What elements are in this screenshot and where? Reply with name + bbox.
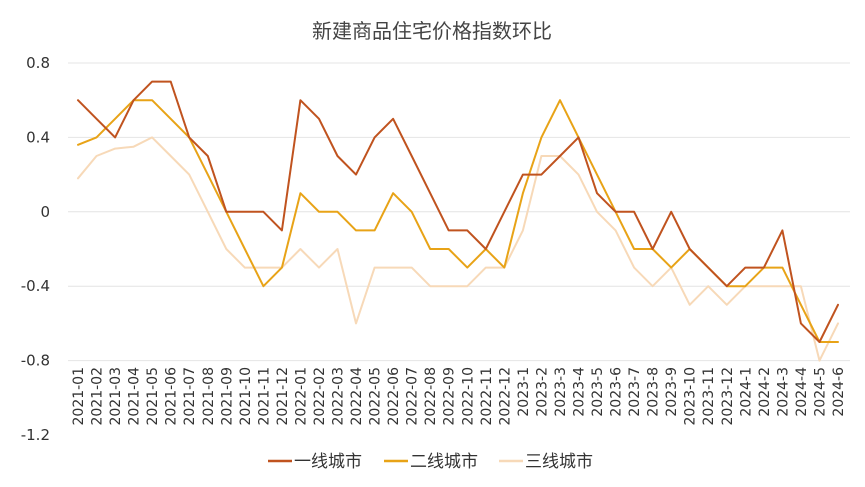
x-tick-label: 2022-06 <box>386 367 402 426</box>
x-tick-label: 2022-10 <box>460 367 476 426</box>
x-tick-label: 2023-11 <box>701 367 717 426</box>
y-tick-label: 0 <box>40 203 50 221</box>
x-tick-label: 2023-8 <box>646 367 662 417</box>
x-tick-label: 2024-6 <box>831 367 847 417</box>
x-tick-label: 2023-7 <box>627 367 643 417</box>
x-tick-label: 2023-10 <box>683 367 699 426</box>
x-axis: 2021-01 2021-02 2021-03 2021-04 2021-05 2021-… <box>71 367 847 426</box>
y-tick-label: 0.8 <box>26 54 50 72</box>
x-tick-label: 2024-4 <box>794 367 810 417</box>
chart-title: 新建商品住宅价格指数环比 <box>312 19 552 43</box>
legend-label: 二线城市 <box>410 452 478 472</box>
x-tick-label: 2021-09 <box>219 367 235 426</box>
x-tick-label: 2023-5 <box>590 367 606 417</box>
x-tick-label: 2022-07 <box>405 367 421 426</box>
series-line-3 <box>77 136 839 362</box>
x-tick-label: 2022-02 <box>312 367 328 426</box>
series-lines <box>77 80 839 362</box>
series-line-2 <box>77 99 839 343</box>
x-tick-label: 2023-12 <box>720 367 736 426</box>
series-line-1 <box>77 80 839 343</box>
x-tick-label: 2021-12 <box>275 367 291 426</box>
x-tick-label: 2021-04 <box>127 367 143 426</box>
x-tick-label: 2022-03 <box>331 367 347 426</box>
x-tick-label: 2021-10 <box>238 367 254 426</box>
legend-label: 一线城市 <box>294 452 362 472</box>
x-tick-label: 2023-4 <box>571 367 587 417</box>
legend-item: 二线城市 <box>384 452 478 472</box>
legend-item: 一线城市 <box>268 452 362 472</box>
legend-label: 三线城市 <box>525 452 593 472</box>
gridlines <box>68 62 850 362</box>
x-tick-label: 2023-9 <box>664 367 680 417</box>
y-tick-label: -0.4 <box>21 277 50 295</box>
x-tick-label: 2024-5 <box>812 367 828 417</box>
x-tick-label: 2022-11 <box>479 367 495 426</box>
x-tick-label: 2022-04 <box>349 367 365 426</box>
y-tick-label: -0.8 <box>21 352 50 370</box>
x-tick-label: 2023-2 <box>534 367 550 417</box>
x-tick-label: 2021-11 <box>256 367 272 426</box>
y-axis: 0.8 0.4 0 -0.4 -0.8 -1.2 <box>21 54 50 444</box>
x-tick-label: 2021-03 <box>108 367 124 426</box>
x-tick-label: 2024-3 <box>775 367 791 417</box>
legend-item: 三线城市 <box>499 452 593 472</box>
x-tick-label: 2021-01 <box>71 367 87 426</box>
x-tick-label: 2023-1 <box>516 367 532 417</box>
x-tick-label: 2021-05 <box>145 367 161 426</box>
x-tick-label: 2024-2 <box>757 367 773 417</box>
x-tick-label: 2021-06 <box>164 367 180 426</box>
x-tick-label: 2024-1 <box>738 367 754 417</box>
x-tick-label: 2021-02 <box>90 367 106 426</box>
legend: 一线城市 二线城市 三线城市 <box>268 452 593 472</box>
x-tick-label: 2022-12 <box>497 367 513 426</box>
x-tick-label: 2021-08 <box>201 367 217 426</box>
y-tick-label: -1.2 <box>21 426 50 444</box>
x-tick-label: 2022-05 <box>368 367 384 426</box>
x-tick-label: 2022-09 <box>442 367 458 426</box>
x-tick-label: 2023-3 <box>553 367 569 417</box>
x-tick-label: 2022-08 <box>423 367 439 426</box>
x-tick-label: 2023-6 <box>609 367 625 417</box>
y-tick-label: 0.4 <box>26 128 50 146</box>
x-tick-label: 2022-01 <box>293 367 309 426</box>
x-tick-label: 2021-07 <box>182 367 198 426</box>
